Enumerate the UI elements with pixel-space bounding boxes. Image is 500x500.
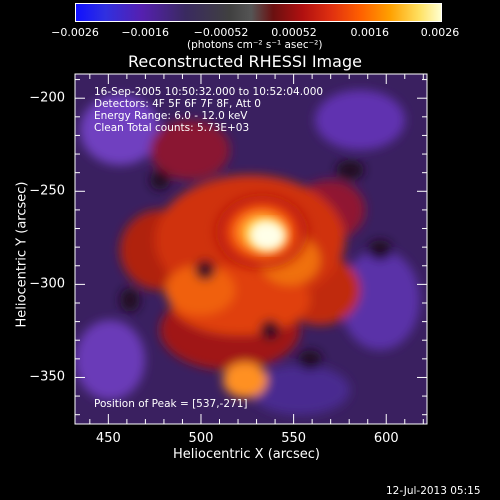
annotation-time-range: 16-Sep-2005 10:50:32.000 to 10:52:04.000 [94, 86, 324, 98]
x-axis-label: Heliocentric X (arcsec) [173, 447, 320, 462]
colorbar-tick-label: 0.0016 [350, 26, 390, 39]
y-tick-label: −200 [29, 90, 65, 106]
colorbar [75, 3, 442, 22]
colorbar-label: (photons cm⁻² s⁻¹ asec⁻²) [187, 39, 323, 51]
x-tick-label: 500 [188, 431, 214, 446]
annotation-detectors: Detectors: 4F 5F 6F 7F 8F, Att 0 [94, 98, 261, 110]
x-tick-label: 550 [281, 431, 307, 446]
annotation-peak: Position of Peak = [537,-271] [94, 398, 248, 410]
chart-title: Reconstructed RHESSI Image [128, 52, 362, 71]
y-tick-label: −250 [29, 183, 65, 199]
annotation-clean: Clean Total counts: 5.73E+03 [94, 122, 250, 134]
annotation-energy: Energy Range: 6.0 - 12.0 keV [94, 110, 248, 122]
colorbar-tick-label: −0.0016 [121, 26, 170, 39]
footer-timestamp: 12-Jul-2013 05:15 [386, 485, 481, 497]
colorbar-tick-label: −0.00052 [193, 26, 249, 39]
colorbar-tick-label: −0.0026 [51, 26, 99, 39]
plot-frame [74, 73, 428, 425]
colorbar-tick-label: 0.00052 [271, 26, 317, 39]
y-tick-label: −350 [29, 369, 65, 385]
x-tick-label: 600 [373, 431, 399, 446]
image-field [75, 74, 427, 424]
x-tick-label: 450 [95, 431, 121, 446]
y-tick-label: −300 [29, 276, 65, 292]
y-axis-label: Heliocentric Y (arcsec) [14, 181, 30, 328]
colorbar-tick-label: 0.0026 [420, 26, 460, 39]
axis-ticks [75, 74, 427, 424]
